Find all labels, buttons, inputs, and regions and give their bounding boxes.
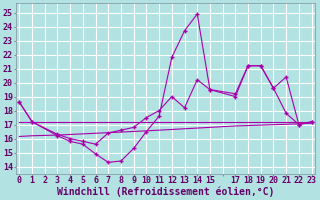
X-axis label: Windchill (Refroidissement éolien,°C): Windchill (Refroidissement éolien,°C) [57,187,274,197]
